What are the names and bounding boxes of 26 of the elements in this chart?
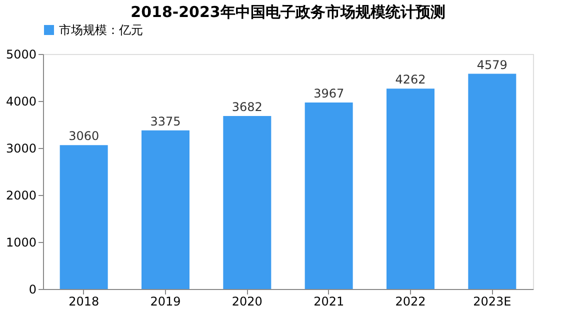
data-label: 4262: [395, 72, 426, 87]
y-tick-label: 4000: [6, 94, 36, 108]
x-tick-label: 2023E: [473, 294, 512, 308]
y-tick-label: 3000: [6, 142, 36, 156]
data-label: 3682: [232, 100, 262, 114]
bar: [142, 130, 190, 289]
bar: [304, 102, 353, 289]
data-label: 3967: [314, 86, 344, 101]
bar: [60, 145, 108, 289]
legend-label: 市场规模：亿元: [59, 23, 143, 37]
bar: [386, 88, 434, 289]
y-tick-label: 1000: [6, 236, 36, 250]
data-label: 3375: [150, 114, 181, 128]
x-tick-label: 2018: [68, 294, 100, 308]
data-label: 3060: [68, 129, 100, 144]
bar: [223, 116, 272, 289]
x-tick-label: 2019: [150, 294, 181, 308]
chart-title: 2018-2023年中国电子政务市场规模统计预测: [130, 3, 446, 21]
y-tick-label: 5000: [6, 48, 36, 62]
x-tick-label: 2021: [314, 294, 344, 308]
y-tick-label: 2000: [6, 188, 36, 202]
x-tick-label: 2022: [395, 294, 426, 308]
x-tick-label: 2020: [232, 294, 262, 308]
data-label: 4579: [476, 58, 508, 72]
bar: [468, 74, 516, 289]
y-tick-label: 0: [28, 282, 36, 296]
